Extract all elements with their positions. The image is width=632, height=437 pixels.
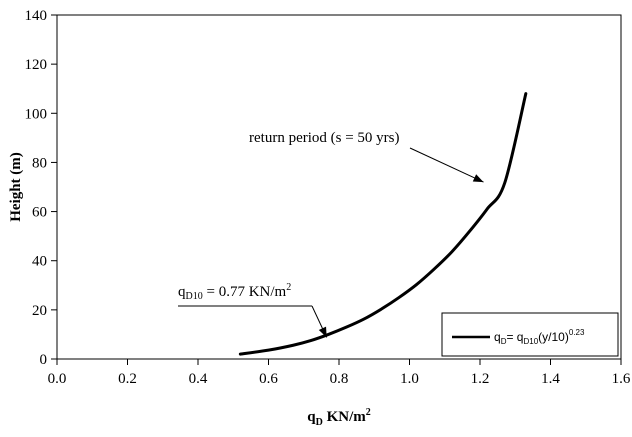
annotation-qd10: qD10 = 0.77 KN/m2 — [178, 282, 328, 338]
annotation-return-period-text: return period (s = 50 yrs) — [249, 130, 400, 146]
plot-frame — [56, 14, 622, 360]
legend: qD= qD10(y/10)0.23 — [441, 312, 619, 357]
y-tick-label: 0 — [40, 352, 48, 368]
x-tick-label: 0.6 — [259, 371, 278, 387]
x-tick-label: 1.2 — [471, 371, 490, 387]
x-tick-label: 0.4 — [189, 371, 208, 387]
y-axis-ticks: 0 20 40 60 80 100 120 140 — [25, 8, 57, 368]
annotation-qd10-sub: D10 — [186, 291, 203, 302]
y-tick-label: 120 — [25, 57, 48, 73]
legend-label: qD= qD10(y/10)0.23 — [494, 328, 585, 346]
legend-exponent: 0.23 — [569, 328, 585, 337]
x-tick-label: 1.0 — [400, 371, 419, 387]
y-tick-label: 140 — [25, 8, 48, 24]
x-axis-label: qD KN/m2 — [307, 407, 371, 428]
y-tick-label: 80 — [32, 155, 47, 171]
legend-q-sub: D — [501, 337, 507, 346]
legend-eq-sub: D10 — [523, 337, 538, 346]
legend-box — [441, 312, 619, 357]
annotation-return-period-line — [409, 147, 484, 183]
annotation-return-period-arrowhead — [472, 174, 484, 183]
annotation-qd10-sup: 2 — [286, 282, 291, 293]
y-axis-label: Height (m) — [8, 152, 24, 222]
x-tick-label: 0.2 — [118, 371, 137, 387]
series-layer — [238, 92, 528, 356]
x-axis-label-q: q — [307, 409, 316, 425]
x-axis-ticks: 0.0 0.2 0.4 0.6 0.8 1.0 1.2 1.4 1.6 — [48, 359, 631, 387]
x-tick-label: 1.4 — [541, 371, 560, 387]
legend-ratio: (y/10) — [538, 330, 569, 344]
x-axis-label-unit: KN/m — [323, 409, 366, 425]
x-axis-label-sup: 2 — [366, 407, 371, 418]
y-tick-label: 20 — [32, 303, 47, 319]
annotation-qd10-q: q — [178, 284, 186, 300]
y-tick-label: 40 — [32, 254, 47, 270]
x-tick-label: 0.8 — [330, 371, 349, 387]
annotation-qd10-arrowhead — [318, 326, 327, 338]
legend-eq: = q — [506, 330, 523, 344]
y-tick-label: 60 — [32, 205, 47, 221]
annotation-qd10-text: qD10 = 0.77 KN/m2 — [178, 282, 291, 302]
y-tick-label: 100 — [25, 106, 48, 122]
x-tick-label: 1.6 — [612, 371, 631, 387]
x-tick-label: 0.0 — [48, 371, 67, 387]
series-line — [238, 92, 528, 356]
annotation-return-period: return period (s = 50 yrs) — [249, 130, 484, 183]
x-axis-label-sub: D — [316, 417, 323, 428]
annotation-qd10-value: = 0.77 KN/m — [203, 284, 287, 300]
legend-q: q — [494, 330, 501, 344]
